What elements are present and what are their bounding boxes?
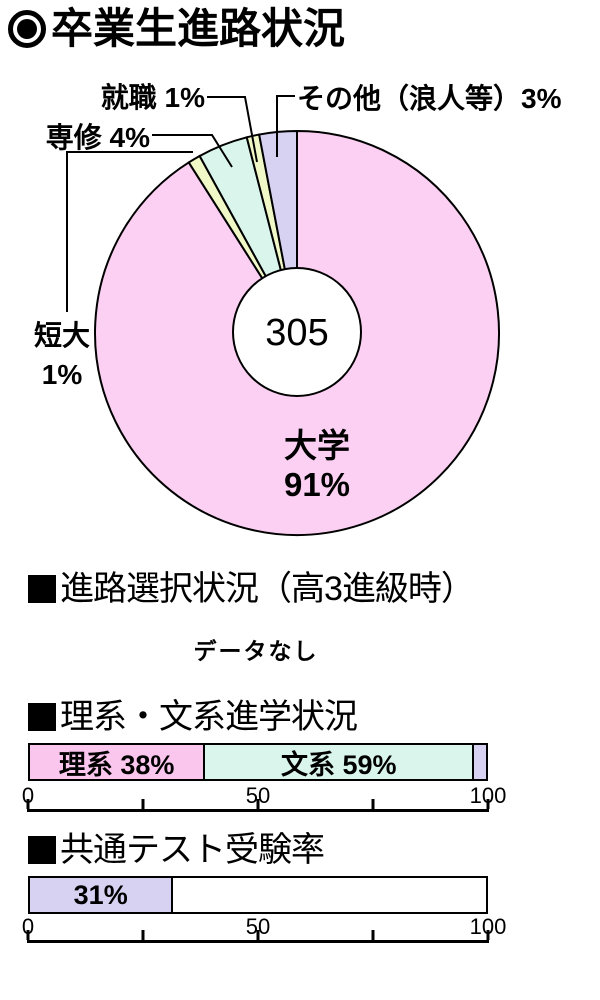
leader-line-shushoku — [207, 96, 258, 163]
common-test-axis: 0 50 100 — [22, 914, 506, 943]
axis-line — [27, 940, 489, 943]
axis-tick — [486, 930, 490, 940]
leader-line-senshu — [152, 134, 233, 168]
bar-segment-bunkei-label: 文系 59% — [281, 749, 397, 780]
axis-line — [27, 809, 489, 812]
axis-tick — [141, 930, 145, 940]
page-title-text: 卒業生進路状況 — [51, 5, 346, 52]
bar-segment-bunkei: 文系 59% — [203, 745, 473, 780]
no-data-text: データなし — [193, 638, 319, 664]
bullseye-icon — [8, 10, 46, 48]
label-shushoku: 就職 1% — [101, 82, 205, 113]
axis-tick — [256, 799, 260, 809]
bar-segment-taken: 31% — [30, 878, 172, 912]
label-tandai-pct: 1% — [42, 359, 83, 390]
heading-common-test-text: 共通テスト受験率 — [60, 831, 325, 869]
axis-tick-label-50: 50 — [245, 914, 271, 939]
axis-tick-label-50: 50 — [245, 783, 271, 808]
bar-segment-taken-label: 31% — [73, 879, 128, 910]
donut-hole — [232, 267, 362, 397]
leader-line-tandai — [66, 151, 193, 312]
graduate-path-donut-chart: 就職 1% その他（浪人等）3% 専修 4% 短大 1% 大学 91% 305 — [34, 82, 562, 536]
label-senshu: 専修 4% — [46, 122, 150, 153]
bar-segment-other — [472, 745, 486, 779]
axis-tick — [486, 799, 490, 809]
science-humanities-axis: 0 50 100 — [22, 783, 506, 812]
bar-segment-remainder — [171, 878, 486, 912]
axis-tick — [141, 799, 145, 809]
donut-center-total: 305 — [265, 312, 328, 354]
heading-career-selection: 進路選択状況（高3進級時） — [28, 570, 475, 608]
axis-tick-label-0: 0 — [21, 783, 35, 808]
label-sonota: その他（浪人等）3% — [297, 82, 562, 114]
axis-tick-label-100: 100 — [469, 914, 507, 939]
bar-segment-rikei-label: 理系 38% — [58, 749, 175, 780]
common-test-bar: 31% — [28, 876, 488, 914]
section-marker-icon — [28, 703, 56, 731]
axis-tick — [371, 930, 375, 940]
section-marker-icon — [28, 575, 56, 603]
axis-tick — [26, 930, 30, 940]
label-daigaku-name: 大学 — [284, 427, 350, 464]
heading-career-selection-text: 進路選択状況（高3進級時） — [60, 570, 475, 608]
bar-segment-rikei: 理系 38% — [30, 745, 204, 780]
page-title: 卒業生進路状況 — [8, 6, 345, 52]
leader-line-sonota — [276, 95, 295, 157]
heading-common-test: 共通テスト受験率 — [28, 831, 325, 869]
science-humanities-bar: 理系 38% 文系 59% — [28, 743, 488, 781]
axis-tick — [371, 799, 375, 809]
axis-tick-label-0: 0 — [21, 914, 35, 939]
label-tandai-name: 短大 — [34, 320, 90, 351]
axis-tick-label-100: 100 — [469, 783, 507, 808]
section-marker-icon — [28, 836, 56, 864]
axis-tick — [256, 930, 260, 940]
heading-science-humanities-text: 理系・文系進学状況 — [60, 698, 358, 736]
heading-science-humanities: 理系・文系進学状況 — [28, 698, 358, 736]
axis-tick — [26, 799, 30, 809]
label-daigaku-pct: 91% — [284, 466, 350, 503]
